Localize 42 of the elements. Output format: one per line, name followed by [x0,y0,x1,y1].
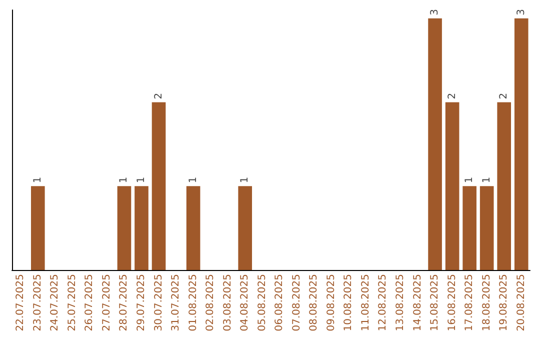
x-tick-label: 31.07.2025 [170,274,182,332]
data-label: 1 [136,176,147,184]
x-tick-label: 12.08.2025 [378,274,389,332]
data-label: 2 [153,92,164,100]
data-label: 3 [516,9,527,16]
data-label: 1 [32,176,44,184]
x-tick-label: 27.07.2025 [101,274,112,332]
x-tick-label: 09.08.2025 [326,274,337,332]
data-label: 2 [446,92,458,100]
x-tick-label: 03.08.2025 [222,274,234,332]
x-tick-label: 05.08.2025 [256,274,268,332]
x-tick-label: 01.08.2025 [188,274,199,332]
x-tick-label: 17.08.2025 [464,274,476,332]
x-tick-label: 23.07.2025 [32,274,44,332]
x-tick-label: 25.07.2025 [66,274,78,332]
x-tick-label: 24.07.2025 [50,274,61,332]
x-tick-label: 08.08.2025 [308,274,320,332]
x-tick-label: 28.07.2025 [118,274,130,332]
x-tick-label: 20.08.2025 [516,274,527,332]
data-label: 3 [430,9,441,16]
x-tick-label: 10.08.2025 [343,274,354,332]
data-label: 1 [240,176,251,184]
x-tick-label: 02.08.2025 [205,274,216,332]
x-tick-label: 16.08.2025 [446,274,458,332]
x-tick-label: 30.07.2025 [153,274,164,332]
data-label: 1 [481,176,492,184]
x-tick-label: 04.08.2025 [240,274,251,332]
x-tick-label: 11.08.2025 [360,274,372,332]
x-tick-label: 06.08.2025 [274,274,286,332]
x-tick-label: 15.08.2025 [430,274,441,332]
x-tick-label: 26.07.2025 [84,274,96,332]
x-tick-label: 14.08.2025 [412,274,424,332]
data-label: 2 [498,92,510,100]
x-tick-label: 07.08.2025 [291,274,302,332]
x-tick-label: 22.07.2025 [15,274,26,332]
x-tick-label: 29.07.2025 [136,274,147,332]
data-label: 1 [118,176,130,184]
x-tick-label: 18.08.2025 [481,274,492,332]
data-label: 1 [464,176,476,184]
data-label: 1 [188,176,199,184]
x-tick-label: 13.08.2025 [395,274,406,332]
x-tick-label: 19.08.2025 [498,274,510,332]
